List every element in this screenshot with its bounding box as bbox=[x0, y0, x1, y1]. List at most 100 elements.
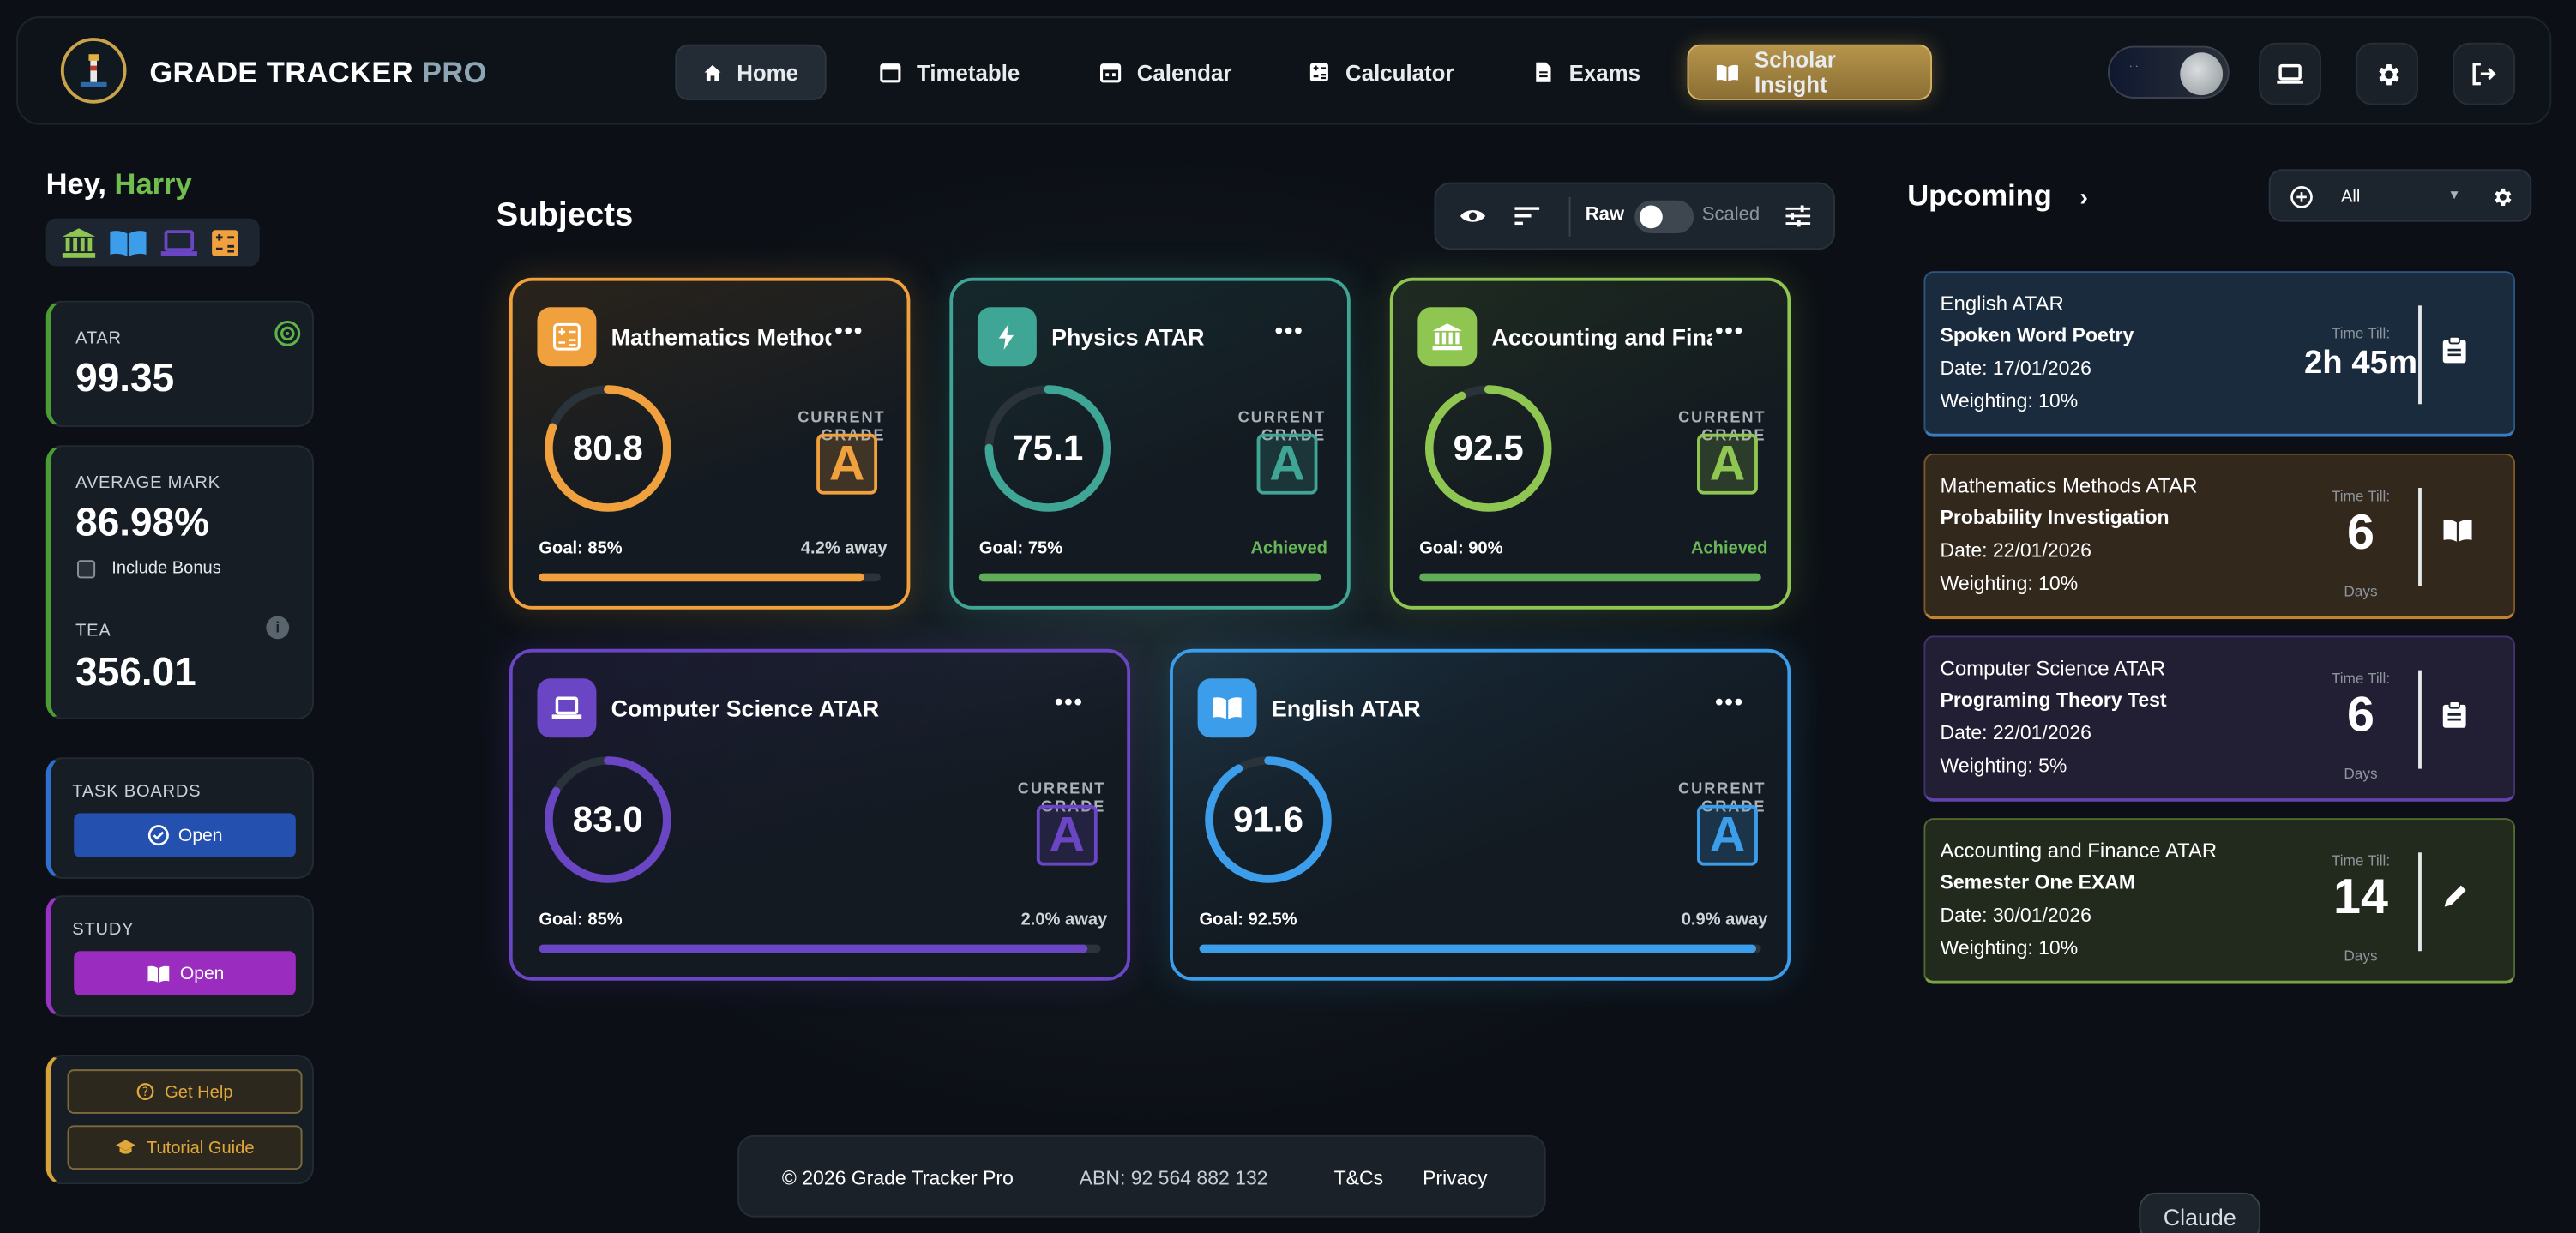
goal-status: Achieved bbox=[1250, 538, 1327, 559]
nav-timetable[interactable]: Timetable bbox=[852, 45, 1046, 100]
upcoming-event[interactable]: Mathematics Methods ATAR Probability Inv… bbox=[1923, 453, 2516, 620]
study-label: STUDY bbox=[72, 919, 135, 940]
filter-select[interactable]: All ▼ bbox=[2326, 179, 2477, 215]
calculator-icon[interactable] bbox=[210, 227, 239, 256]
pencil-icon[interactable] bbox=[2441, 882, 2470, 911]
task-boards-label: TASK BOARDS bbox=[72, 781, 202, 802]
nav-timetable-label: Timetable bbox=[917, 59, 1020, 85]
subject-score: 83.0 bbox=[572, 798, 643, 839]
theme-toggle[interactable]: · · bbox=[2107, 45, 2230, 99]
subject-card[interactable]: Physics ATAR ••• 75.1 CURRENT GRADE A Go… bbox=[949, 277, 1351, 610]
goal-progress-fill bbox=[1199, 944, 1756, 953]
laptop-view-button[interactable] bbox=[2259, 42, 2322, 105]
book-icon[interactable] bbox=[108, 227, 147, 256]
average-value: 86.98% bbox=[75, 501, 210, 546]
event-date: Date: 22/01/2026 bbox=[1940, 721, 2091, 744]
tutorial-guide-button[interactable]: Tutorial Guide bbox=[67, 1125, 303, 1170]
average-label: AVERAGE MARK bbox=[75, 472, 220, 493]
laptop-icon[interactable] bbox=[159, 227, 199, 256]
logout-button[interactable] bbox=[2453, 42, 2516, 105]
subject-card[interactable]: Computer Science ATAR ••• 83.0 CURRENT G… bbox=[509, 648, 1131, 981]
chevron-right-icon: › bbox=[2079, 183, 2089, 213]
upcoming-title-text: Upcoming bbox=[1907, 178, 2052, 213]
get-help-button[interactable]: ? Get Help bbox=[67, 1069, 303, 1114]
event-date: Date: 17/01/2026 bbox=[1940, 356, 2091, 380]
goal-progress-track bbox=[1199, 944, 1761, 953]
gear-icon[interactable] bbox=[2490, 185, 2513, 208]
event-weighting: Weighting: 10% bbox=[1940, 936, 2079, 959]
target-icon bbox=[274, 320, 301, 346]
event-action[interactable] bbox=[2441, 517, 2474, 544]
more-options-icon[interactable]: ••• bbox=[1054, 688, 1084, 715]
book-open-icon[interactable] bbox=[2441, 517, 2474, 544]
nav-calendar[interactable]: Calendar bbox=[1073, 45, 1258, 100]
goal-text: Goal: 85% bbox=[539, 910, 623, 930]
footer-privacy-link[interactable]: Privacy bbox=[1423, 1166, 1488, 1190]
upcoming-event[interactable]: Accounting and Finance ATAR Semester One… bbox=[1923, 818, 2516, 984]
more-options-icon[interactable]: ••• bbox=[1715, 316, 1745, 344]
sliders-icon[interactable] bbox=[1785, 204, 1811, 229]
subject-icon-tile bbox=[977, 307, 1037, 367]
more-options-icon[interactable]: ••• bbox=[834, 316, 864, 344]
goal-progress-track bbox=[539, 573, 881, 582]
nav-scholar-insight-label: Scholar Insight bbox=[1754, 47, 1836, 98]
include-bonus-label: Include Bonus bbox=[111, 558, 221, 579]
raw-scaled-toggle[interactable] bbox=[1634, 200, 1694, 234]
clipboard-icon[interactable] bbox=[2441, 335, 2468, 364]
subject-card[interactable]: Accounting and Finance ATAR ••• 92.5 CUR… bbox=[1389, 277, 1791, 610]
goal-progress-fill bbox=[978, 573, 1321, 582]
event-divider bbox=[2418, 852, 2422, 952]
question-circle-icon: ? bbox=[137, 1083, 155, 1100]
subject-card[interactable]: Mathematics Methods ATAR ••• 80.8 CURREN… bbox=[509, 277, 911, 610]
eye-icon[interactable] bbox=[1459, 205, 1487, 226]
bank-icon[interactable] bbox=[61, 226, 97, 258]
footer-copyright: © 2026 Grade Tracker Pro bbox=[781, 1166, 1014, 1190]
claude-badge[interactable]: Claude bbox=[2139, 1192, 2261, 1233]
include-bonus-checkbox[interactable] bbox=[77, 560, 96, 579]
get-help-label: Get Help bbox=[165, 1081, 233, 1102]
subject-score: 75.1 bbox=[1013, 427, 1084, 469]
event-action[interactable] bbox=[2441, 882, 2470, 911]
subjects-title: Subjects bbox=[496, 196, 634, 234]
grade-ring bbox=[545, 385, 671, 512]
user-name: Harry bbox=[114, 167, 192, 201]
tutorial-guide-label: Tutorial Guide bbox=[146, 1137, 255, 1158]
footer-terms-link[interactable]: T&Cs bbox=[1333, 1166, 1384, 1190]
upcoming-event[interactable]: Computer Science ATAR Programing Theory … bbox=[1923, 635, 2516, 802]
subject-icon-tile bbox=[1197, 678, 1257, 738]
greeting: Hey, Harry bbox=[46, 167, 192, 201]
add-circle-icon[interactable] bbox=[2290, 185, 2314, 208]
task-boards-open-label: Open bbox=[178, 825, 223, 845]
goal-status: 0.9% away bbox=[1681, 910, 1768, 930]
upcoming-title[interactable]: Upcoming › bbox=[1907, 179, 2088, 214]
goal-text: Goal: 90% bbox=[1419, 538, 1503, 559]
book-open-icon bbox=[147, 965, 169, 982]
atar-card: ATAR 99.35 bbox=[45, 300, 314, 428]
subject-score: 80.8 bbox=[572, 427, 643, 469]
task-boards-open-button[interactable]: Open bbox=[74, 813, 296, 858]
grade-ring-arc bbox=[545, 385, 671, 512]
greeting-text: Hey, bbox=[45, 167, 106, 201]
more-options-icon[interactable]: ••• bbox=[1274, 316, 1304, 344]
nav-exams[interactable]: Exams bbox=[1507, 45, 1667, 100]
nav-home[interactable]: Home bbox=[675, 44, 827, 100]
more-options-icon[interactable]: ••• bbox=[1715, 688, 1745, 715]
nav-scholar-insight[interactable]: Scholar Insight bbox=[1687, 44, 1932, 100]
subject-card[interactable]: English ATAR ••• 91.6 CURRENT GRADE A Go… bbox=[1170, 648, 1791, 981]
current-grade-label: CURRENT GRADE bbox=[1678, 409, 1766, 446]
event-divider bbox=[2418, 305, 2422, 405]
settings-button[interactable] bbox=[2356, 42, 2419, 105]
document-icon bbox=[1536, 62, 1551, 82]
study-open-button[interactable]: Open bbox=[74, 951, 296, 995]
subject-name: Computer Science ATAR bbox=[611, 695, 880, 722]
event-action[interactable] bbox=[2441, 700, 2468, 729]
event-action[interactable] bbox=[2441, 335, 2468, 364]
info-icon[interactable]: i bbox=[266, 616, 290, 640]
clipboard-icon[interactable] bbox=[2441, 700, 2468, 729]
upcoming-event[interactable]: English ATAR Spoken Word Poetry Date: 17… bbox=[1923, 271, 2516, 437]
nav-calculator[interactable]: Calculator bbox=[1281, 45, 1480, 100]
lighthouse-logo-icon[interactable] bbox=[60, 38, 127, 104]
calculator-icon bbox=[1309, 63, 1328, 81]
subject-score: 92.5 bbox=[1453, 427, 1524, 469]
sort-icon[interactable] bbox=[1514, 205, 1541, 226]
